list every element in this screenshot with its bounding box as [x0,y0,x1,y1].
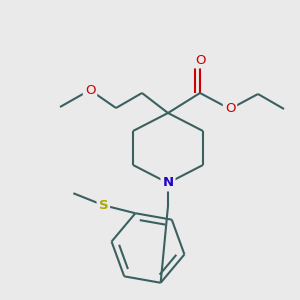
Text: S: S [98,199,108,212]
Text: O: O [225,103,235,116]
Text: N: N [162,176,174,190]
Text: O: O [85,83,95,97]
Text: O: O [195,53,205,67]
